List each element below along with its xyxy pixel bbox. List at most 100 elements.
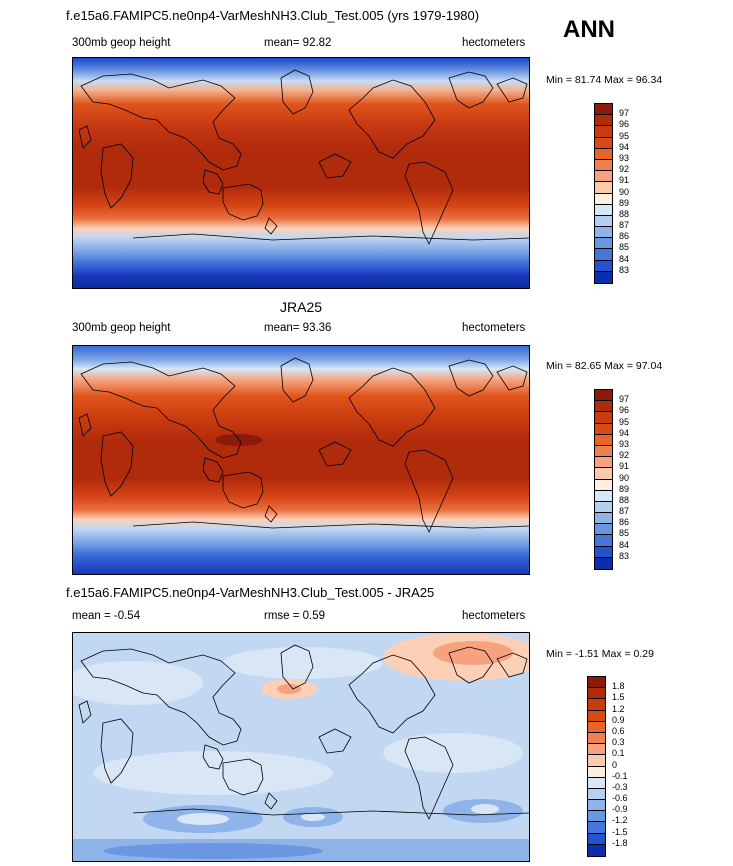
panel2-map [72, 345, 530, 575]
panel1-colorbar-swatch [595, 227, 612, 239]
panel2-colorbar-swatch [595, 412, 612, 424]
panel3-colorbar-label: 0.9 [612, 714, 625, 725]
panel3-colorbar-swatch [588, 800, 605, 812]
panel1-colorbar-label: 83 [619, 264, 630, 275]
panel3-colorbar-swatch [588, 688, 605, 700]
panel3-colorbar [587, 676, 606, 857]
panel1-colorbar-swatch [595, 249, 612, 261]
panel1-colorbar-swatch [595, 115, 612, 127]
panel2-colorbar-swatch [595, 535, 612, 547]
panel2-colorbar-label: 85 [619, 528, 630, 539]
panel2-coastlines [78, 357, 529, 533]
panel3-colorbar-swatch [588, 710, 605, 722]
panel1-colorbar-swatch [595, 260, 612, 272]
panel1-map-svg [73, 58, 529, 288]
panel3-colorbar-swatch [588, 811, 605, 823]
panel3-colorbar-swatch [588, 844, 605, 856]
panel2-colorbar-swatch [595, 557, 612, 569]
panel3-colorbar-swatch [588, 822, 605, 834]
panel3-colorbar-swatch [588, 755, 605, 767]
panel1-units-label: hectometers [462, 37, 526, 49]
panel3-colorbar-swatch [588, 766, 605, 778]
panel1-mean-label: mean= 92.82 [264, 37, 332, 49]
panel2-colorbar-label: 89 [619, 483, 630, 494]
panel3-colorbar-label: 1.5 [612, 692, 625, 703]
panel1-colorbar-label: 84 [619, 253, 630, 264]
panel3-anomaly-regions [73, 633, 529, 861]
panel3-rmse-label: rmse = 0.59 [264, 610, 326, 622]
panel2-field [73, 346, 529, 574]
panel3-colorbar-label: -0.9 [612, 804, 628, 815]
panel1-colorbar-swatch [595, 238, 612, 250]
panel2-variable-label: 300mb geop height [72, 322, 171, 334]
panel3-units-label: hectometers [462, 610, 526, 622]
panel2-colorbar-swatch [595, 434, 612, 446]
panel3-map [72, 632, 530, 862]
panel2-colorbar-swatch [595, 524, 612, 536]
panel2-title: JRA25 [280, 299, 323, 315]
panel3-colorbar-swatch [588, 833, 605, 845]
panel2-colorbar-label: 87 [619, 506, 630, 517]
panel2-colorbar-swatch [595, 490, 612, 502]
panel1-colorbar-label: 91 [619, 175, 630, 186]
panel1-colorbar-label: 93 [619, 152, 630, 163]
panel1-colorbar-label: 97 [619, 108, 630, 119]
panel3-colorbar-swatch [588, 721, 605, 733]
panel2-colorbar-swatch [595, 390, 612, 402]
panel1-minmax-label: Min = 81.74 Max = 96.34 [546, 74, 663, 86]
panel3-colorbar-label: 0.6 [612, 725, 625, 736]
panel2-colorbar-label: 94 [619, 427, 630, 438]
panel1-map [72, 57, 530, 289]
panel3-colorbar-swatch [588, 777, 605, 789]
panel2-colorbar-swatch [595, 546, 612, 558]
panel1-colorbar-label: 90 [619, 186, 630, 197]
panel1-colorbar-swatch [595, 148, 612, 160]
panel3-colorbar-label: -1.2 [612, 815, 628, 826]
panel1-colorbar-label: 87 [619, 220, 630, 231]
panel1-variable-label: 300mb geop height [72, 37, 171, 49]
panel3-colorbar-label: 1.8 [612, 681, 625, 692]
panel3-colorbar-label: 0.3 [612, 737, 625, 748]
panel3-colorbar-label: -0.1 [612, 770, 628, 781]
panel1-colorbar-swatch [595, 204, 612, 216]
panel2-colorbar-label: 92 [619, 450, 630, 461]
panel2-colorbar-label: 96 [619, 405, 630, 416]
panel1-colorbar-swatch [595, 126, 612, 138]
panel2-colorbar-swatch [595, 479, 612, 491]
season-label: ANN [563, 16, 615, 43]
panel1-colorbar-swatch [595, 104, 612, 116]
panel2-colorbar-swatch [595, 401, 612, 413]
panel1-colorbar-swatch [595, 159, 612, 172]
panel1-colorbar [594, 103, 613, 284]
panel2-minmax-label: Min = 82.65 Max = 97.04 [546, 360, 663, 372]
panel2-colorbar-swatch [595, 423, 612, 435]
panel1-colorbar-label: 94 [619, 141, 630, 152]
panel3-colorbar-swatch [588, 677, 605, 689]
panel2-colorbar [594, 389, 613, 570]
panel1-colorbar-swatch [595, 137, 612, 149]
panel2-colorbar-label: 97 [619, 394, 630, 405]
panel3-colorbar-label: 0.1 [612, 748, 625, 759]
panel1-colorbar-label: 95 [619, 130, 630, 141]
panel3-colorbar-label: 0 [612, 759, 618, 770]
panel2-colorbar-label: 90 [619, 472, 630, 483]
panel2-colorbar-label: 84 [619, 539, 630, 550]
panel3-mean-label: mean = -0.54 [72, 610, 141, 622]
panel1-colorbar-label: 88 [619, 208, 630, 219]
panel1-colorbar-swatch [595, 193, 612, 205]
panel1-field [73, 58, 529, 288]
panel3-colorbar-swatch [588, 744, 605, 756]
panel2-colorbar-label: 86 [619, 517, 630, 528]
panel1-colorbar-label: 85 [619, 242, 630, 253]
panel2-colorbar-swatch [595, 468, 612, 480]
panel1-colorbar-label: 86 [619, 231, 630, 242]
panel3-title: f.e15a6.FAMIPC5.ne0np4-VarMeshNH3.Club_T… [66, 585, 435, 600]
panel3-colorbar-label: -0.6 [612, 793, 628, 804]
panel3-colorbar-swatch [588, 788, 605, 801]
panel3-colorbar-label: -1.8 [612, 837, 628, 848]
panel3-map-svg [73, 633, 529, 861]
panel2-mean-label: mean= 93.36 [264, 322, 332, 334]
panel1-colorbar-swatch [595, 215, 612, 228]
panel1-colorbar-swatch [595, 171, 612, 183]
panel2-colorbar-swatch [595, 513, 612, 525]
